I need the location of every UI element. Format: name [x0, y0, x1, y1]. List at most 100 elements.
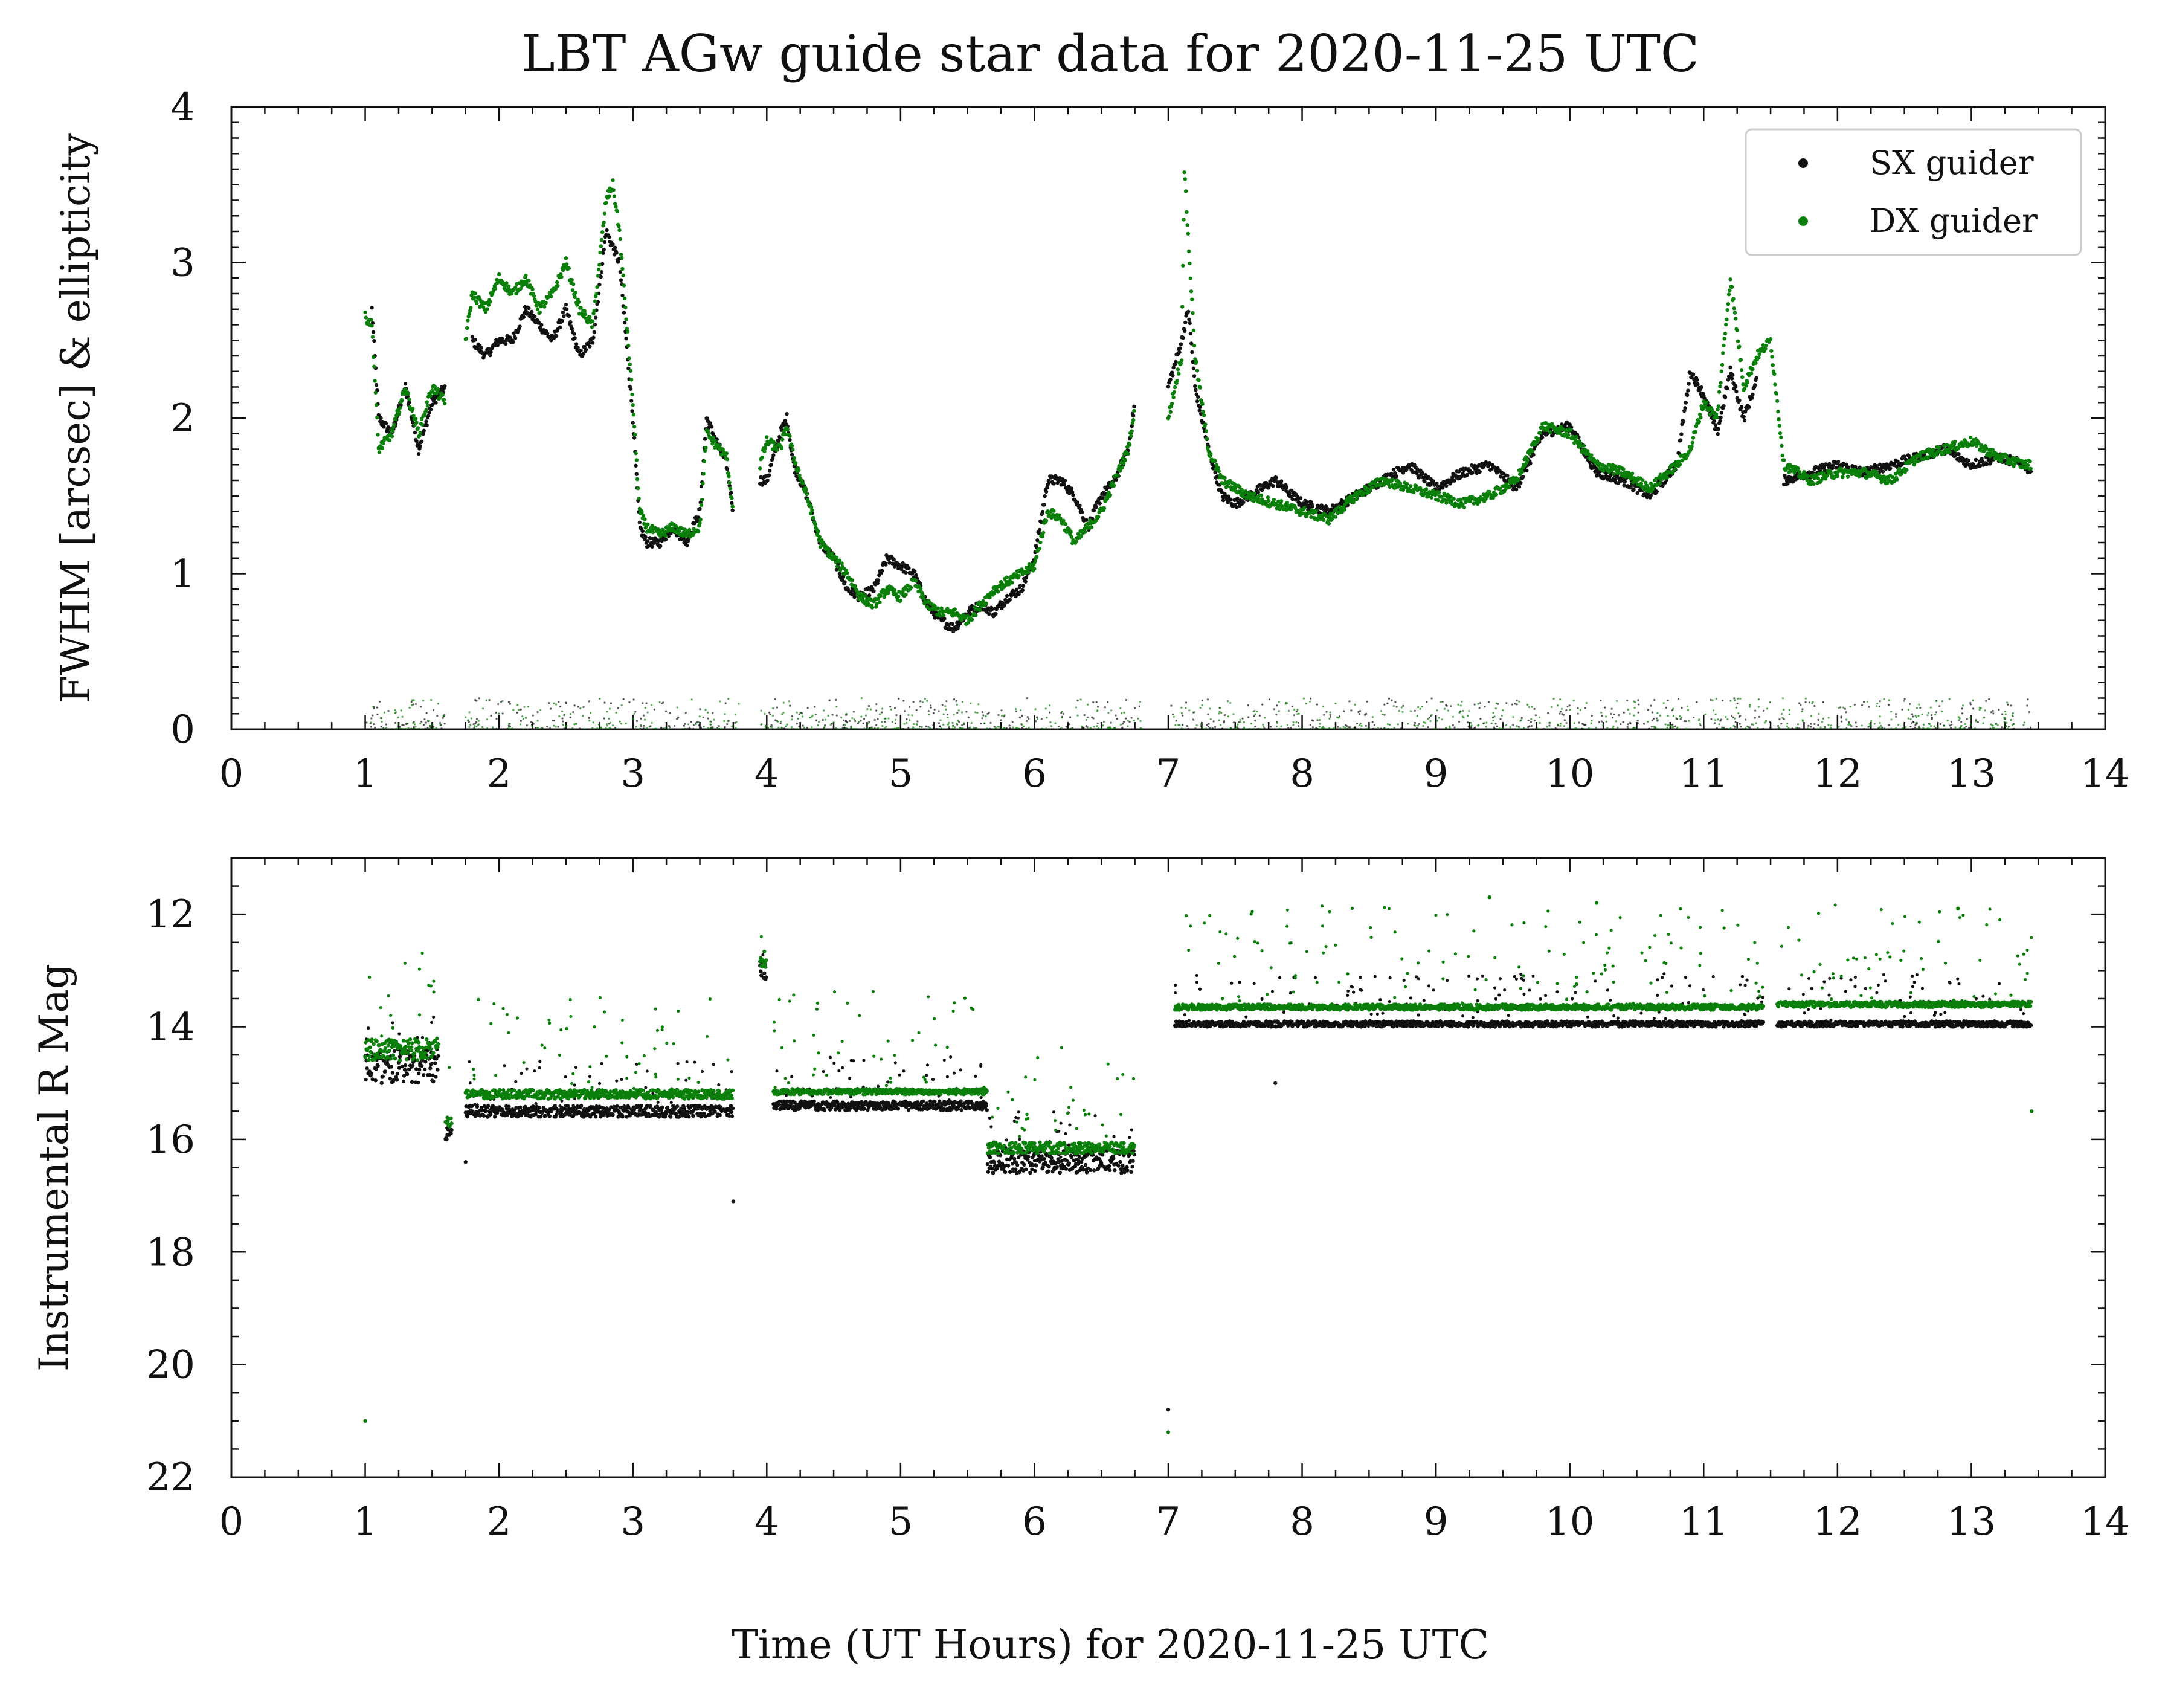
ellipticity-point — [779, 722, 782, 725]
fwhm-point — [699, 503, 704, 508]
fwhm-point — [1196, 395, 1200, 399]
fwhm-point — [1314, 509, 1319, 513]
fwhm-point — [521, 315, 526, 319]
fwhm-point — [1171, 373, 1175, 378]
ellipticity-point — [1914, 724, 1917, 726]
ellipticity-point — [1568, 704, 1571, 707]
ellipticity-point — [1065, 726, 1067, 728]
fwhm-point — [1047, 480, 1052, 485]
ellipticity-point — [1383, 703, 1386, 706]
fwhm-point — [631, 413, 636, 417]
fwhm-point — [1732, 311, 1737, 315]
fwhm-point — [704, 445, 708, 450]
fwhm-point — [711, 431, 715, 436]
ellipticity-point — [1881, 726, 1884, 729]
fwhm-point — [1452, 497, 1456, 501]
ellipticity-point — [1665, 706, 1667, 709]
ellipticity-point — [1950, 727, 1952, 729]
ellipticity-point — [1861, 704, 1864, 706]
ellipticity-point — [423, 723, 425, 726]
ellipticity-point — [387, 709, 390, 712]
fwhm-point — [1063, 479, 1067, 483]
ellipticity-point — [1610, 707, 1613, 710]
ellipticity-point — [1269, 726, 1272, 728]
ellipticity-point — [1418, 723, 1420, 725]
top-plot-area — [363, 170, 2033, 729]
fwhm-point — [1516, 477, 1520, 482]
fwhm-point — [643, 517, 647, 521]
ellipticity-point — [1681, 707, 1683, 709]
ellipticity-point — [835, 714, 838, 717]
fwhm-point — [1008, 598, 1012, 602]
fwhm-point — [1039, 520, 1043, 524]
fwhm-point — [1566, 433, 1571, 437]
ellipticity-point — [1992, 712, 1995, 715]
fwhm-point — [1742, 414, 1746, 419]
fwhm-point — [1220, 490, 1224, 494]
fwhm-point — [1132, 408, 1136, 413]
ellipticity-point — [1258, 714, 1261, 717]
fwhm-point — [1470, 471, 1475, 475]
fwhm-point — [1126, 451, 1130, 456]
ellipticity-point — [1018, 716, 1021, 718]
ellipticity-point — [1402, 704, 1404, 707]
top-x-tick-label: 5 — [888, 752, 913, 796]
fwhm-point — [1186, 309, 1191, 314]
ellipticity-point — [1559, 712, 1561, 715]
fwhm-point — [1063, 522, 1068, 526]
top-x-tick-label: 13 — [1947, 752, 1996, 796]
fwhm-point — [1687, 382, 1691, 386]
fwhm-point — [538, 310, 542, 315]
fwhm-point — [428, 407, 433, 412]
top-y-tick-label: 3 — [170, 241, 195, 286]
ellipticity-point — [1496, 725, 1499, 727]
fwhm-point — [466, 318, 470, 323]
fwhm-point — [1775, 399, 1780, 403]
fwhm-point — [592, 309, 596, 313]
ellipticity-point — [673, 724, 676, 727]
fwhm-point — [765, 435, 769, 439]
ellipticity-point — [1373, 724, 1376, 726]
ellipticity-point — [1600, 699, 1602, 702]
fwhm-point — [559, 275, 564, 279]
ellipticity-point — [1800, 704, 1802, 706]
fwhm-point — [486, 347, 491, 351]
fwhm-point — [636, 486, 640, 491]
fwhm-point — [1716, 404, 1721, 408]
fwhm-point — [2028, 466, 2033, 471]
fwhm-point — [1252, 491, 1256, 495]
fwhm-point — [1167, 414, 1171, 419]
fwhm-point — [1174, 359, 1178, 364]
fwhm-point — [1895, 477, 1899, 482]
fwhm-point — [698, 517, 703, 522]
fwhm-point — [622, 296, 627, 301]
fwhm-point — [375, 415, 379, 420]
fwhm-point — [1444, 501, 1449, 505]
fwhm-point — [663, 533, 668, 538]
fwhm-point — [724, 451, 729, 456]
fwhm-point — [1176, 367, 1180, 372]
fwhm-point — [1536, 437, 1541, 442]
fwhm-point — [414, 417, 418, 421]
ellipticity-point — [1415, 727, 1418, 729]
fwhm-point — [500, 337, 504, 341]
fwhm-point — [1723, 331, 1728, 336]
fwhm-point — [1123, 458, 1127, 463]
fwhm-point — [1017, 592, 1021, 596]
ellipticity-point — [1584, 707, 1587, 709]
ellipticity-point — [1395, 706, 1398, 708]
fwhm-point — [628, 369, 633, 373]
fwhm-point — [813, 522, 817, 526]
fwhm-point — [513, 285, 518, 289]
fwhm-point — [1235, 496, 1240, 501]
ellipticity-point — [1812, 727, 1815, 729]
ellipticity-point — [1935, 711, 1938, 714]
fwhm-point — [914, 579, 918, 583]
ellipticity-point — [1651, 719, 1653, 721]
fwhm-point — [2013, 461, 2018, 466]
fwhm-point — [1168, 377, 1173, 382]
fwhm-point — [1043, 494, 1047, 498]
fwhm-point — [1718, 384, 1722, 389]
fwhm-point — [605, 228, 609, 233]
fwhm-point — [1040, 509, 1045, 514]
